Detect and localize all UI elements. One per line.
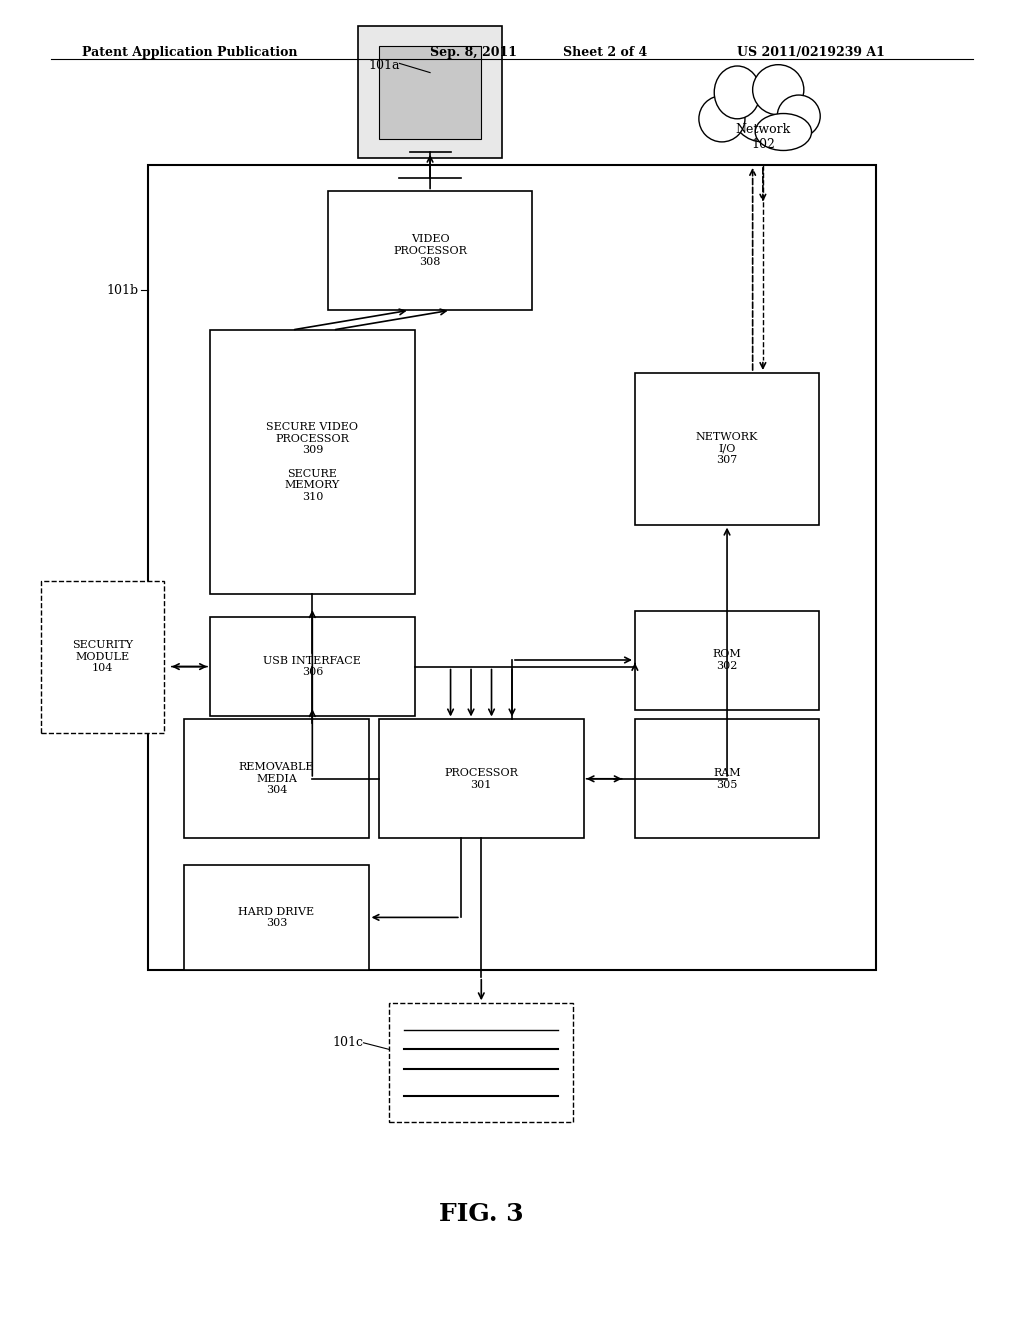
Text: REMOVABLE
MEDIA
304: REMOVABLE MEDIA 304	[239, 762, 314, 796]
Ellipse shape	[753, 65, 804, 115]
Text: US 2011/0219239 A1: US 2011/0219239 A1	[737, 46, 885, 59]
FancyBboxPatch shape	[379, 719, 584, 838]
Text: 101b: 101b	[106, 284, 138, 297]
Text: 101a: 101a	[369, 59, 400, 73]
FancyBboxPatch shape	[379, 46, 481, 139]
FancyBboxPatch shape	[635, 372, 819, 524]
FancyBboxPatch shape	[148, 165, 876, 970]
FancyBboxPatch shape	[184, 719, 369, 838]
Text: FIG. 3: FIG. 3	[439, 1203, 523, 1226]
Text: ROM
302: ROM 302	[713, 649, 741, 671]
Text: SECURITY
MODULE
104: SECURITY MODULE 104	[72, 640, 133, 673]
Text: Patent Application Publication: Patent Application Publication	[82, 46, 297, 59]
Text: NETWORK
I/O
307: NETWORK I/O 307	[696, 432, 758, 466]
Ellipse shape	[756, 114, 811, 150]
Ellipse shape	[714, 66, 760, 119]
Ellipse shape	[777, 95, 820, 137]
Text: Sep. 8, 2011: Sep. 8, 2011	[430, 46, 517, 59]
Text: VIDEO
PROCESSOR
308: VIDEO PROCESSOR 308	[393, 234, 467, 268]
Text: HARD DRIVE
303: HARD DRIVE 303	[239, 907, 314, 928]
FancyBboxPatch shape	[184, 865, 369, 970]
Text: Network
102: Network 102	[735, 123, 791, 150]
Text: 101c: 101c	[333, 1036, 364, 1049]
Text: SECURE VIDEO
PROCESSOR
309

SECURE
MEMORY
310: SECURE VIDEO PROCESSOR 309 SECURE MEMORY…	[266, 422, 358, 502]
FancyBboxPatch shape	[41, 581, 164, 733]
Ellipse shape	[698, 95, 744, 141]
Text: Sheet 2 of 4: Sheet 2 of 4	[563, 46, 647, 59]
FancyBboxPatch shape	[635, 610, 819, 710]
FancyBboxPatch shape	[328, 191, 532, 310]
FancyBboxPatch shape	[210, 618, 415, 715]
Text: PROCESSOR
301: PROCESSOR 301	[444, 768, 518, 789]
FancyBboxPatch shape	[389, 1003, 573, 1122]
Text: USB INTERFACE
306: USB INTERFACE 306	[263, 656, 361, 677]
FancyBboxPatch shape	[210, 330, 415, 594]
FancyBboxPatch shape	[358, 26, 502, 158]
Text: RAM
305: RAM 305	[714, 768, 740, 789]
FancyBboxPatch shape	[635, 719, 819, 838]
Ellipse shape	[732, 82, 794, 143]
